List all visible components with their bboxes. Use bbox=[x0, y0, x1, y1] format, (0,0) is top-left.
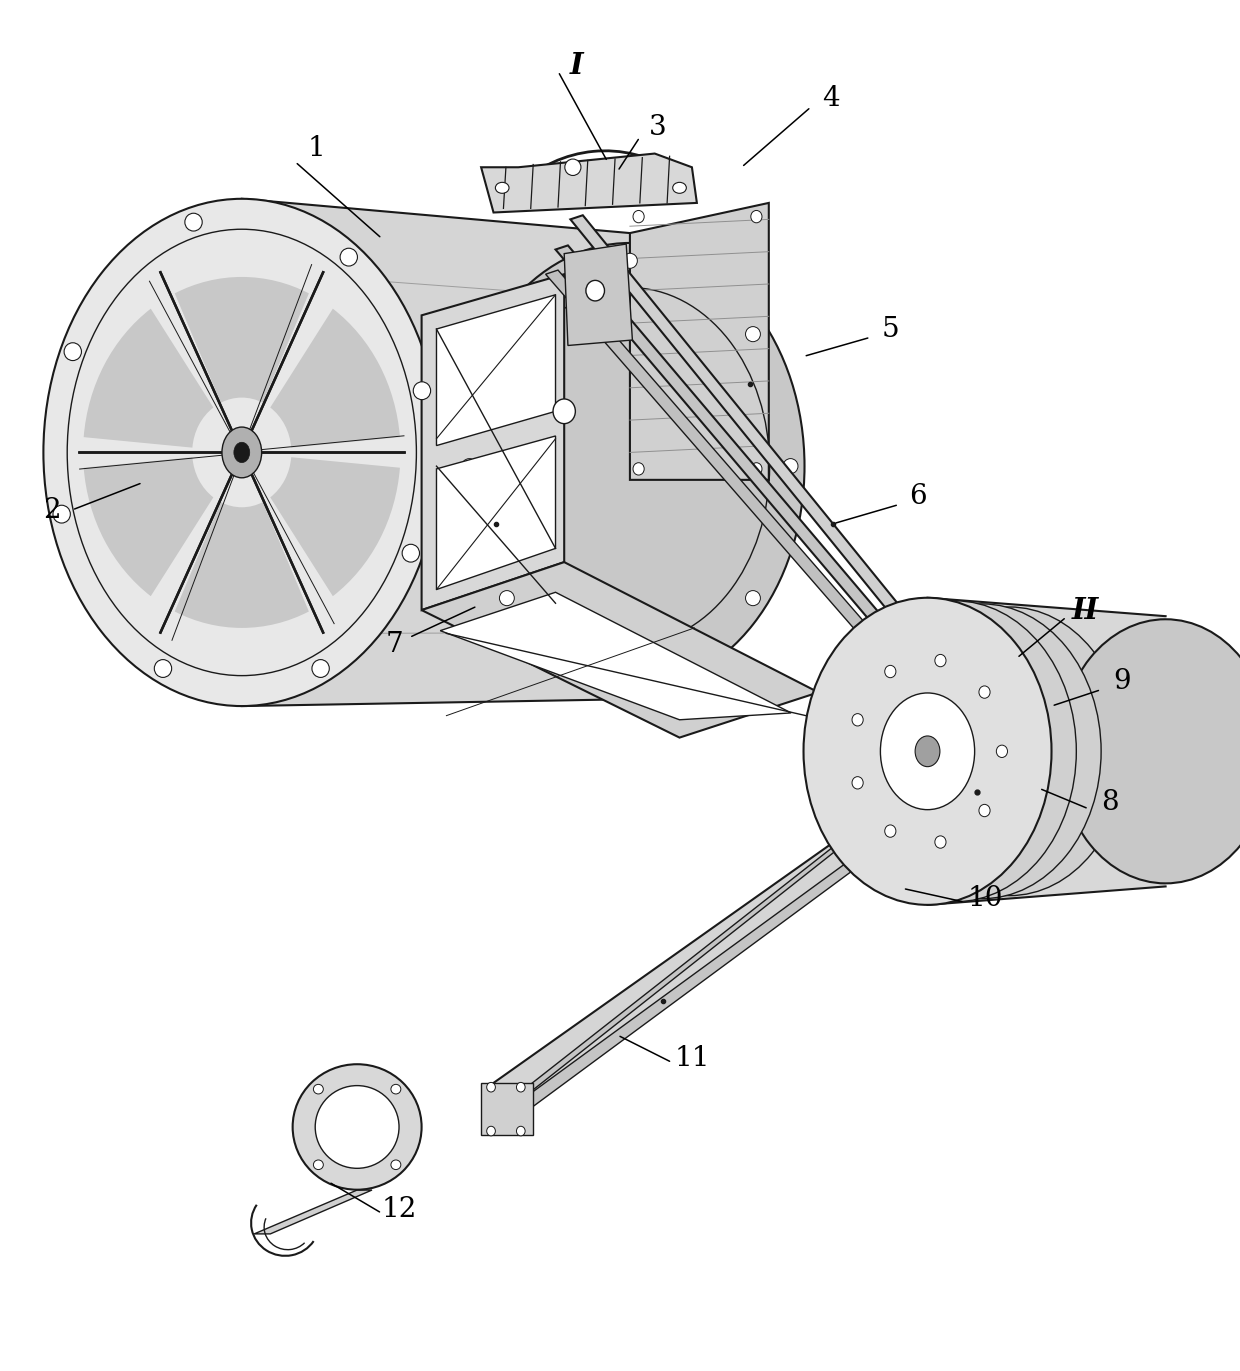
Wedge shape bbox=[270, 308, 401, 448]
Ellipse shape bbox=[884, 825, 895, 838]
Polygon shape bbox=[630, 203, 769, 480]
Polygon shape bbox=[440, 592, 791, 720]
Polygon shape bbox=[436, 436, 556, 590]
Ellipse shape bbox=[222, 426, 262, 478]
Ellipse shape bbox=[516, 1127, 526, 1135]
Ellipse shape bbox=[622, 664, 637, 679]
Ellipse shape bbox=[315, 1086, 399, 1168]
Wedge shape bbox=[175, 277, 309, 403]
Ellipse shape bbox=[340, 248, 357, 266]
Ellipse shape bbox=[852, 776, 863, 788]
Polygon shape bbox=[928, 598, 1166, 905]
Ellipse shape bbox=[1059, 620, 1240, 883]
Ellipse shape bbox=[884, 665, 895, 677]
Ellipse shape bbox=[632, 463, 645, 476]
Ellipse shape bbox=[833, 600, 1076, 902]
Ellipse shape bbox=[935, 836, 946, 849]
Ellipse shape bbox=[486, 1127, 496, 1135]
Ellipse shape bbox=[496, 182, 510, 193]
Ellipse shape bbox=[672, 182, 687, 193]
Ellipse shape bbox=[935, 654, 946, 666]
Ellipse shape bbox=[784, 458, 799, 473]
Text: 2: 2 bbox=[43, 496, 61, 524]
Polygon shape bbox=[503, 820, 918, 1117]
Text: II: II bbox=[1071, 595, 1099, 625]
Ellipse shape bbox=[461, 458, 476, 473]
Ellipse shape bbox=[585, 281, 604, 302]
Ellipse shape bbox=[632, 210, 645, 222]
Ellipse shape bbox=[893, 607, 1126, 895]
Text: 9: 9 bbox=[1114, 668, 1131, 695]
Polygon shape bbox=[556, 245, 915, 659]
Ellipse shape bbox=[863, 603, 1101, 899]
Ellipse shape bbox=[154, 659, 171, 677]
Ellipse shape bbox=[314, 1160, 324, 1169]
Text: 4: 4 bbox=[822, 85, 839, 112]
Polygon shape bbox=[868, 672, 928, 751]
Ellipse shape bbox=[413, 381, 430, 399]
Text: 1: 1 bbox=[308, 134, 325, 162]
Ellipse shape bbox=[391, 1084, 401, 1094]
Ellipse shape bbox=[293, 1064, 422, 1190]
Polygon shape bbox=[436, 295, 556, 446]
Text: 8: 8 bbox=[1101, 788, 1118, 816]
Polygon shape bbox=[564, 244, 632, 345]
Text: 11: 11 bbox=[675, 1045, 709, 1072]
Polygon shape bbox=[422, 274, 564, 610]
Polygon shape bbox=[422, 562, 818, 738]
Ellipse shape bbox=[745, 326, 760, 341]
Text: 5: 5 bbox=[882, 315, 899, 343]
Text: 3: 3 bbox=[649, 114, 666, 141]
Wedge shape bbox=[270, 457, 401, 596]
Text: 12: 12 bbox=[382, 1196, 417, 1223]
Ellipse shape bbox=[880, 692, 975, 810]
Ellipse shape bbox=[978, 805, 990, 817]
Text: 10: 10 bbox=[968, 884, 1003, 912]
Polygon shape bbox=[570, 215, 928, 644]
Wedge shape bbox=[175, 502, 309, 628]
Text: 7: 7 bbox=[386, 631, 403, 658]
Wedge shape bbox=[83, 308, 213, 448]
Ellipse shape bbox=[750, 463, 761, 476]
Polygon shape bbox=[242, 199, 630, 706]
Ellipse shape bbox=[455, 243, 805, 690]
Ellipse shape bbox=[852, 714, 863, 727]
Ellipse shape bbox=[516, 1083, 526, 1091]
Ellipse shape bbox=[486, 1083, 496, 1091]
Ellipse shape bbox=[553, 399, 575, 424]
Polygon shape bbox=[481, 154, 697, 213]
Text: 6: 6 bbox=[909, 483, 926, 510]
Ellipse shape bbox=[234, 443, 249, 462]
Ellipse shape bbox=[565, 159, 580, 175]
Text: I: I bbox=[570, 51, 583, 81]
Ellipse shape bbox=[745, 591, 760, 606]
Ellipse shape bbox=[185, 214, 202, 232]
Ellipse shape bbox=[978, 686, 990, 698]
Ellipse shape bbox=[312, 659, 330, 677]
Ellipse shape bbox=[500, 591, 515, 606]
Polygon shape bbox=[506, 798, 903, 1104]
Ellipse shape bbox=[750, 210, 761, 222]
Polygon shape bbox=[481, 1083, 533, 1135]
Ellipse shape bbox=[500, 326, 515, 341]
Polygon shape bbox=[254, 1190, 372, 1234]
Ellipse shape bbox=[314, 1084, 324, 1094]
Ellipse shape bbox=[622, 254, 637, 269]
Ellipse shape bbox=[64, 343, 82, 361]
Ellipse shape bbox=[804, 598, 1052, 905]
Polygon shape bbox=[484, 802, 918, 1108]
Polygon shape bbox=[546, 270, 905, 673]
Ellipse shape bbox=[997, 746, 1008, 757]
Ellipse shape bbox=[402, 544, 419, 562]
Ellipse shape bbox=[53, 506, 71, 524]
Ellipse shape bbox=[391, 1160, 401, 1169]
Ellipse shape bbox=[915, 736, 940, 766]
Wedge shape bbox=[83, 457, 213, 596]
Ellipse shape bbox=[43, 199, 440, 706]
